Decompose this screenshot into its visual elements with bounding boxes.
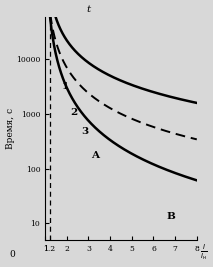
- Text: 1: 1: [62, 83, 69, 92]
- Text: 3: 3: [81, 127, 88, 136]
- Text: 2: 2: [70, 108, 77, 117]
- Text: 0: 0: [9, 250, 15, 259]
- Text: $\frac{I}{I_{\text{н}}}$: $\frac{I}{I_{\text{н}}}$: [200, 242, 207, 262]
- Text: A: A: [91, 151, 99, 159]
- Text: B: B: [167, 212, 175, 221]
- Y-axis label: Время, с: Время, с: [6, 108, 14, 149]
- Text: t: t: [86, 5, 91, 14]
